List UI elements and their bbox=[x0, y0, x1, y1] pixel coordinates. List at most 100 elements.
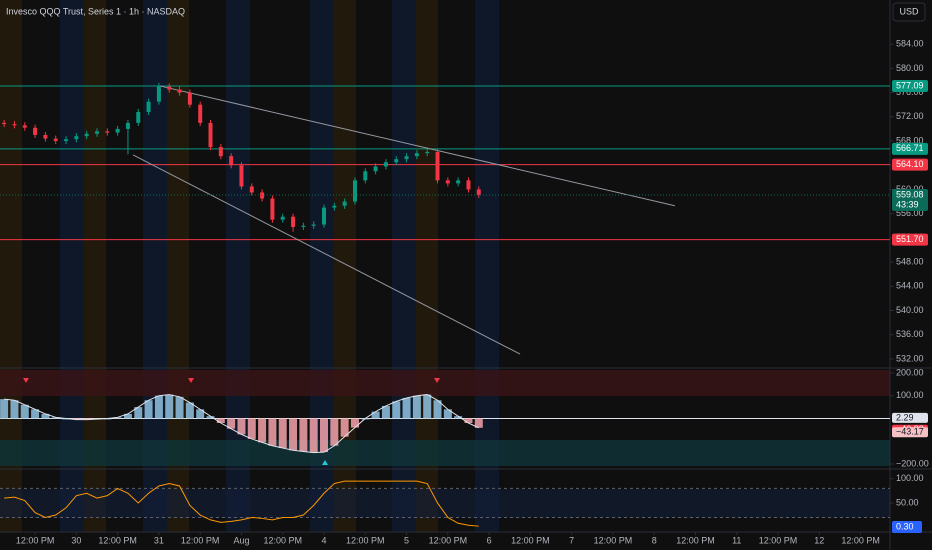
histogram-bar bbox=[299, 418, 308, 452]
candle-body bbox=[342, 201, 347, 206]
y-tick-label: 560.00 bbox=[896, 184, 924, 194]
candle-body bbox=[187, 92, 192, 105]
x-tick-label: 4 bbox=[322, 535, 327, 545]
candle-body bbox=[239, 165, 244, 187]
candle-body bbox=[53, 138, 58, 142]
histogram-bar bbox=[392, 401, 401, 419]
candle-body bbox=[64, 139, 69, 142]
y-tick-label: −200.00 bbox=[896, 458, 929, 468]
histogram-bar bbox=[474, 418, 483, 428]
level-tag bbox=[892, 80, 928, 93]
x-tick-label: 11 bbox=[732, 535, 741, 545]
candle-body bbox=[43, 134, 48, 139]
trendline bbox=[159, 85, 675, 207]
macd-line bbox=[4, 394, 480, 454]
overbought-band bbox=[0, 370, 890, 396]
candle-body bbox=[74, 136, 79, 140]
x-tick-label: 12:00 PM bbox=[676, 535, 715, 545]
currency-label[interactable]: USD bbox=[899, 6, 919, 16]
y-tick-label: 580.00 bbox=[896, 63, 924, 73]
x-tick-label: 6 bbox=[487, 535, 492, 545]
value-tag-label: −43.17 bbox=[896, 427, 924, 437]
y-tick-label: 540.00 bbox=[896, 305, 924, 315]
x-tick-label: 12:00 PM bbox=[759, 535, 798, 545]
histogram-bar bbox=[165, 394, 174, 419]
histogram-bar bbox=[454, 416, 463, 419]
candle-body bbox=[352, 180, 357, 202]
candle-body bbox=[146, 101, 151, 112]
histogram-bar bbox=[154, 395, 163, 419]
histogram-bar bbox=[340, 418, 349, 437]
y-tick-label: 544.00 bbox=[896, 281, 924, 291]
histogram-bar bbox=[185, 402, 194, 419]
histogram-bar bbox=[144, 400, 153, 419]
y-tick-label: 568.00 bbox=[896, 135, 924, 145]
histogram-bar bbox=[206, 416, 215, 419]
oversold-band bbox=[0, 440, 890, 466]
candle-body bbox=[476, 189, 481, 195]
x-tick-label: 12:00 PM bbox=[181, 535, 220, 545]
histogram-bar bbox=[381, 405, 390, 419]
session-band bbox=[84, 0, 106, 532]
candle-body bbox=[156, 86, 161, 102]
value-tag bbox=[892, 412, 928, 423]
y-tick-label: 584.00 bbox=[896, 39, 924, 49]
signal-marker bbox=[23, 378, 29, 383]
value-tag-label: 0.30 bbox=[896, 521, 914, 531]
level-tag-label: 577.09 bbox=[896, 80, 924, 90]
stoch-line bbox=[4, 480, 479, 527]
x-tick-label: 12:00 PM bbox=[429, 535, 468, 545]
value-tag bbox=[892, 521, 922, 534]
candle-body bbox=[94, 131, 99, 134]
y-tick-label: 532.00 bbox=[896, 353, 924, 363]
level-tag bbox=[892, 158, 928, 171]
candle-body bbox=[435, 151, 440, 181]
candle-body bbox=[363, 171, 368, 181]
x-tick-label: 31 bbox=[154, 535, 164, 545]
candle-body bbox=[136, 111, 141, 123]
candle-body bbox=[445, 180, 450, 184]
histogram-bar bbox=[72, 418, 81, 420]
histogram-bar bbox=[412, 395, 421, 419]
candle-body bbox=[373, 166, 378, 172]
histogram-bar bbox=[123, 413, 132, 419]
x-tick-label: 5 bbox=[404, 535, 409, 545]
candle-body bbox=[291, 216, 296, 227]
signal-marker bbox=[188, 378, 194, 383]
candle-body bbox=[322, 207, 327, 225]
candle-body bbox=[105, 131, 110, 133]
histogram-bar bbox=[227, 418, 236, 429]
x-tick-label: 7 bbox=[569, 535, 574, 545]
histogram-bar bbox=[433, 400, 442, 419]
x-tick-label: 12:00 PM bbox=[346, 535, 385, 545]
level-tag bbox=[892, 142, 928, 155]
candle-body bbox=[177, 89, 182, 93]
currency-button[interactable] bbox=[892, 2, 926, 22]
histogram-bar bbox=[10, 400, 19, 419]
histogram-bar bbox=[423, 394, 432, 419]
histogram-bar bbox=[330, 418, 339, 446]
session-band bbox=[334, 0, 356, 532]
y-tick-label: 536.00 bbox=[896, 329, 924, 339]
level-tag-label: 551.70 bbox=[896, 234, 924, 244]
histogram-bar bbox=[20, 404, 29, 419]
histogram-bar bbox=[237, 418, 246, 435]
histogram-bar bbox=[41, 413, 50, 419]
histogram-bar bbox=[278, 418, 287, 449]
session-band bbox=[416, 0, 438, 532]
value-tag bbox=[892, 427, 928, 438]
histogram-bar bbox=[216, 418, 225, 424]
y-tick-label: 100.00 bbox=[896, 390, 924, 400]
histogram-bar bbox=[258, 418, 267, 443]
candle-body bbox=[260, 192, 265, 199]
x-tick-label: 12:00 PM bbox=[594, 535, 633, 545]
x-tick-label: 12:00 PM bbox=[511, 535, 550, 545]
histogram-bar bbox=[31, 409, 40, 419]
histogram-bar bbox=[289, 418, 298, 451]
histogram-bar bbox=[51, 417, 60, 419]
histogram-bar bbox=[134, 407, 143, 419]
candle-body bbox=[332, 205, 337, 208]
countdown: 43:39 bbox=[896, 199, 919, 209]
histogram-bar bbox=[443, 409, 452, 419]
